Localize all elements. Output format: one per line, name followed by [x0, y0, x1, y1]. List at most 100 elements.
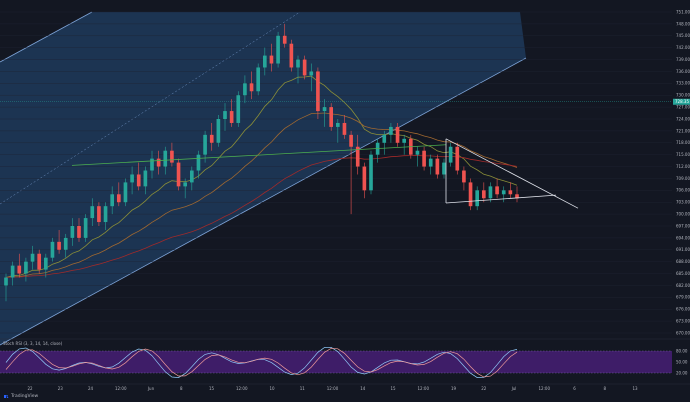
candle-body — [229, 111, 234, 123]
candle-body — [77, 226, 81, 238]
y-tick-label: 748.00 — [676, 21, 690, 26]
candle-body — [329, 107, 334, 127]
channel-mid-line — [0, 11, 301, 205]
candle-body — [448, 146, 453, 163]
candle-body — [402, 138, 407, 143]
candle-body — [395, 126, 400, 143]
x-tick-label: Jul — [511, 386, 517, 391]
y-tick-label: 751.00 — [676, 9, 690, 14]
candle-body — [342, 122, 347, 135]
y-tick-label: 700.00 — [676, 212, 690, 217]
y-tick-label: 745.00 — [676, 33, 690, 38]
ema-long-line — [5, 112, 518, 278]
candle-body — [322, 107, 327, 112]
candle-body — [475, 190, 480, 207]
candle-body — [256, 67, 261, 92]
candle-body — [428, 158, 433, 167]
candle-body — [57, 241, 61, 250]
y-tick-label: 739.00 — [676, 57, 690, 62]
candle-body — [335, 122, 340, 127]
candle-body — [382, 134, 387, 143]
triangle-lower-line — [445, 194, 557, 204]
candle-body — [130, 174, 134, 183]
stoch-label: Stoch RSI (3, 3, 14, 14, close) — [3, 341, 63, 346]
y-tick-label: 712.00 — [676, 164, 690, 169]
tradingview-logo-icon — [4, 394, 9, 398]
candle-body — [249, 83, 254, 92]
y-tick-label: 721.00 — [676, 128, 690, 133]
candle-body — [223, 111, 227, 119]
x-tick-label: 19 — [451, 386, 457, 391]
candle-body — [110, 194, 115, 207]
candle-body — [216, 119, 221, 143]
candle-body — [369, 154, 373, 191]
candle-body — [203, 134, 207, 155]
candle-body — [501, 190, 506, 195]
y-tick-label: 676.00 — [676, 307, 690, 312]
y-tick-label: 724.00 — [676, 116, 690, 121]
candle-body — [143, 170, 148, 187]
y-tick-label: 679.00 — [676, 295, 690, 300]
x-tick-label: 10 — [269, 386, 275, 391]
x-tick-label: Jun — [147, 386, 155, 391]
candle-body — [455, 146, 460, 171]
x-tick-label: 8 — [180, 386, 183, 391]
time-axis: 22 23 24 12:00 Jun 8 15 12:00 10 11 12:00 14 15 12:00… — [0, 383, 690, 391]
candle-body — [355, 146, 360, 167]
candle-body — [50, 241, 55, 258]
candle-body — [468, 182, 473, 207]
candle-body — [176, 162, 181, 187]
y-tick-label: 742.00 — [676, 45, 690, 50]
candle-body — [196, 154, 201, 171]
y-tick-label: 736.00 — [676, 69, 690, 74]
x-tick-label: 8 — [603, 386, 606, 391]
ema-slow-line — [5, 155, 518, 278]
candle-body — [63, 237, 68, 250]
candle-body — [296, 59, 300, 68]
x-tick-label: 12:00 — [538, 386, 550, 391]
candle-body — [156, 158, 161, 167]
stoch-rsi-pane: Stoch RSI (3, 3, 14, 14, close) 80.00 50.0… — [0, 338, 690, 378]
candle-body — [415, 150, 420, 155]
y-tick-label: 706.00 — [676, 188, 690, 193]
stoch-k-line — [5, 346, 518, 378]
x-tick-label: 24 — [88, 386, 94, 391]
candle-body — [462, 170, 466, 183]
x-tick-label: 22 — [27, 386, 33, 391]
candle-body — [508, 190, 513, 195]
y-tick-label: 703.00 — [676, 200, 690, 205]
support-trend-line — [71, 144, 447, 166]
candle-body — [183, 182, 188, 187]
candle-body — [170, 150, 174, 163]
candle-body — [209, 134, 214, 143]
x-tick-label: 14 — [360, 386, 366, 391]
price-axis: 751.00 748.00 745.00 742.00 739.00 736.00 733.… — [673, 9, 690, 335]
stoch-band — [0, 351, 672, 373]
stoch-d-line — [5, 347, 518, 378]
y-tick-label: 733.00 — [676, 81, 690, 86]
candle-body — [24, 261, 28, 274]
candle-body — [103, 206, 108, 223]
stoch-y-label: 50.00 — [676, 359, 688, 364]
x-tick-label: 11 — [300, 386, 306, 391]
candle-body — [495, 186, 499, 195]
candle-body — [97, 206, 101, 223]
candle-body — [442, 162, 446, 175]
candle-body — [282, 35, 287, 44]
candle-body — [10, 265, 15, 278]
x-tick-label: 12:00 — [115, 386, 127, 391]
y-tick-label: 727.00 — [676, 105, 690, 110]
channel-upper-line — [0, 11, 93, 63]
moving-averages — [5, 75, 518, 278]
candle-body — [136, 174, 141, 187]
y-tick-label: 682.00 — [676, 283, 690, 288]
candle-body — [83, 218, 88, 238]
x-tick-label: 15 — [390, 386, 396, 391]
x-tick-label: 12:00 — [327, 386, 339, 391]
x-tick-label: 12:00 — [236, 386, 248, 391]
candle-body — [163, 150, 168, 167]
stoch-y-label: 80.00 — [676, 348, 688, 353]
triangle-upper-line — [445, 138, 579, 209]
y-tick-label: 685.00 — [676, 271, 690, 276]
